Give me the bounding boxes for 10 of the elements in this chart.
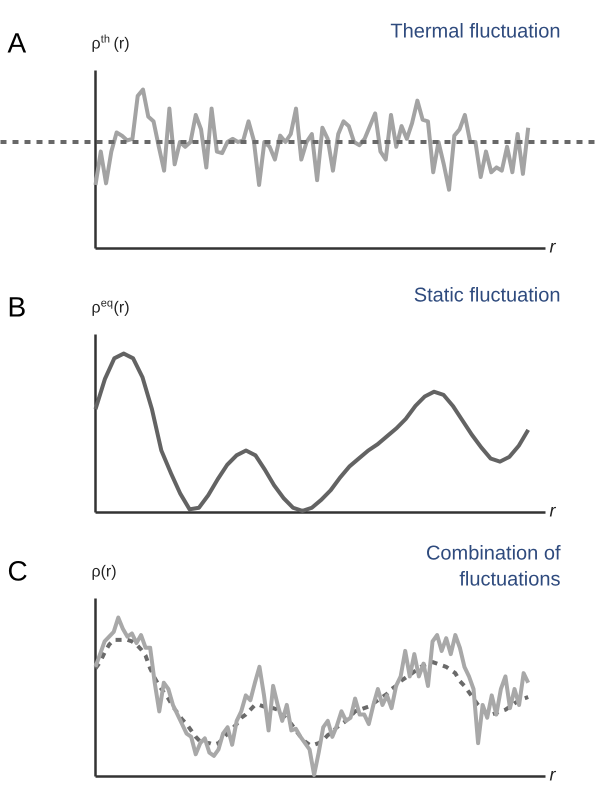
y-axis-title: ρ(r) xyxy=(92,564,117,580)
x-axis-title: r xyxy=(550,236,556,256)
text: A xyxy=(8,28,26,58)
x-axis-title: r xyxy=(550,500,556,520)
chart-title: Static fluctuation xyxy=(414,284,560,306)
text: B xyxy=(8,292,26,322)
chart-title: Combination of fluctuations xyxy=(426,542,561,590)
chart-title: Thermal fluctuation xyxy=(390,20,560,42)
x-axis-title: r xyxy=(550,764,556,784)
text: C xyxy=(8,556,28,586)
